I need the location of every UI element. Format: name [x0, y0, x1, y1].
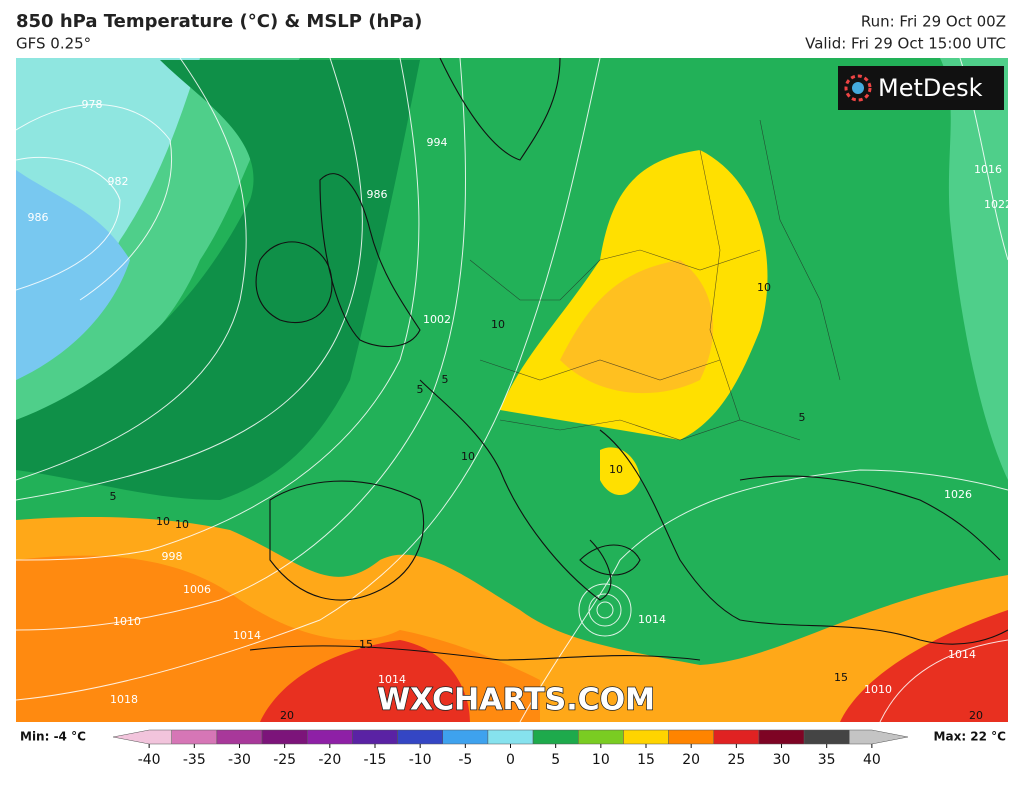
- isotherm-label: 10: [156, 515, 170, 528]
- colorbar-tick-label: -15: [364, 752, 387, 768]
- field-east: [940, 58, 1008, 480]
- logo: MetDesk: [878, 74, 983, 102]
- map: [16, 58, 1008, 722]
- colorbar-tick-label: 15: [637, 752, 655, 768]
- subtitle: GFS 0.25°: [16, 35, 91, 53]
- isobar-label: 1002: [423, 313, 451, 326]
- map-labels: 9789829869949861002998100610101014101810…: [28, 98, 1013, 722]
- colorbar-tick-label: -20: [318, 752, 341, 768]
- isotherm-label: 5: [110, 490, 117, 503]
- colorbar-segment: [578, 729, 624, 745]
- field-band: [16, 60, 420, 500]
- colorbar-segment: [261, 729, 308, 745]
- isotherm-label: 5: [417, 383, 424, 396]
- colorbar-tick-label: 0: [506, 752, 515, 768]
- isotherm-label: 5: [799, 411, 806, 424]
- colorbar-tick-label: -25: [273, 752, 296, 768]
- isotherm-label: 20: [969, 709, 983, 722]
- colorbar-tick-label: -40: [138, 752, 161, 768]
- field-hot: [260, 610, 1008, 722]
- isotherm-label: 15: [834, 671, 848, 684]
- colorbar-tick-label: -5: [458, 752, 472, 768]
- colorbar-segment: [532, 729, 579, 745]
- colorbar-tick-label: 5: [551, 752, 560, 768]
- isotherm-label: 10: [491, 318, 505, 331]
- isobar-label: 994: [427, 136, 448, 149]
- colorbar-tick-label: -10: [409, 752, 432, 768]
- isobar-label: 1014: [638, 613, 666, 626]
- watermark: WXCHARTS.COM: [377, 683, 655, 718]
- isobar-label: 1022: [984, 198, 1012, 211]
- isobar-label: 1014: [948, 648, 976, 661]
- colorbar-tick-label: -30: [228, 752, 251, 768]
- run-time: Run: Fri 29 Oct 00Z: [861, 13, 1006, 31]
- colorbar-segment: [171, 729, 218, 745]
- colorbar-segment: [623, 729, 669, 745]
- isobar-label: 998: [162, 550, 183, 563]
- colorbar-segment: [352, 729, 398, 745]
- field-mild-spot: [600, 447, 640, 495]
- isobar-label: 1010: [864, 683, 892, 696]
- isobar-label: 1014: [233, 629, 261, 642]
- isotherm-label: 10: [175, 518, 189, 531]
- colorbar-segment: [306, 729, 353, 745]
- isotherm-label: 10: [757, 281, 771, 294]
- colorbar-segment: [442, 729, 489, 745]
- logo-box: [838, 66, 1004, 110]
- colorbar-tick-label: 20: [682, 752, 700, 768]
- isotherm-label: 20: [280, 709, 294, 722]
- isobar-label: 1026: [944, 488, 972, 501]
- field-mild-core: [560, 260, 714, 394]
- isobar-label: 1014: [378, 673, 406, 686]
- colorbar-segment: [397, 729, 443, 745]
- field-cold-blue: [16, 170, 130, 380]
- colorbar-segment: [803, 729, 850, 745]
- isobar-label: 1018: [110, 693, 138, 706]
- colorbar-tick-label: 40: [863, 752, 881, 768]
- colorbar-segment: [713, 729, 760, 745]
- min-label: Min: -4 °C: [20, 730, 86, 744]
- colorbar-tick-label: 30: [773, 752, 791, 768]
- isobar-label: 1016: [974, 163, 1002, 176]
- isobar-label: 982: [108, 175, 129, 188]
- isobar-label: 978: [82, 98, 103, 111]
- colorbar-segment: [758, 729, 805, 745]
- colorbar-tick-label: 25: [727, 752, 745, 768]
- colorbar-tick-label: 35: [818, 752, 836, 768]
- coastlines: [249, 58, 1008, 661]
- colorbar: -40 -35 -30 -25 -20 -15 -10 -5 0 5 10 15 20 25 30 35 40: [112, 729, 909, 768]
- isobar-label: 986: [28, 211, 49, 224]
- title: 850 hPa Temperature (°C) & MSLP (hPa): [16, 11, 422, 32]
- logo-icon: [844, 74, 872, 102]
- max-label: Max: 22 °C: [934, 730, 1007, 744]
- isobar-label: 986: [367, 188, 388, 201]
- borders: [469, 119, 841, 441]
- colorbar-tick-label: -35: [183, 752, 206, 768]
- isobars: [16, 58, 1008, 722]
- colorbar-segment: [487, 729, 534, 745]
- colorbar-tick-label: 10: [592, 752, 610, 768]
- isotherm-label: 5: [442, 373, 449, 386]
- isobar-label: 1010: [113, 615, 141, 628]
- colorbar-segment: [849, 729, 909, 745]
- isotherm-label: 10: [461, 450, 475, 463]
- valid-time: Valid: Fri 29 Oct 15:00 UTC: [805, 35, 1006, 53]
- isotherm-label: 10: [609, 463, 623, 476]
- isobar-label: 1006: [183, 583, 211, 596]
- colorbar-segment: [668, 729, 715, 745]
- colorbar-segment: [112, 729, 172, 745]
- colorbar-segment: [216, 729, 263, 745]
- isotherm-label: 15: [359, 638, 373, 651]
